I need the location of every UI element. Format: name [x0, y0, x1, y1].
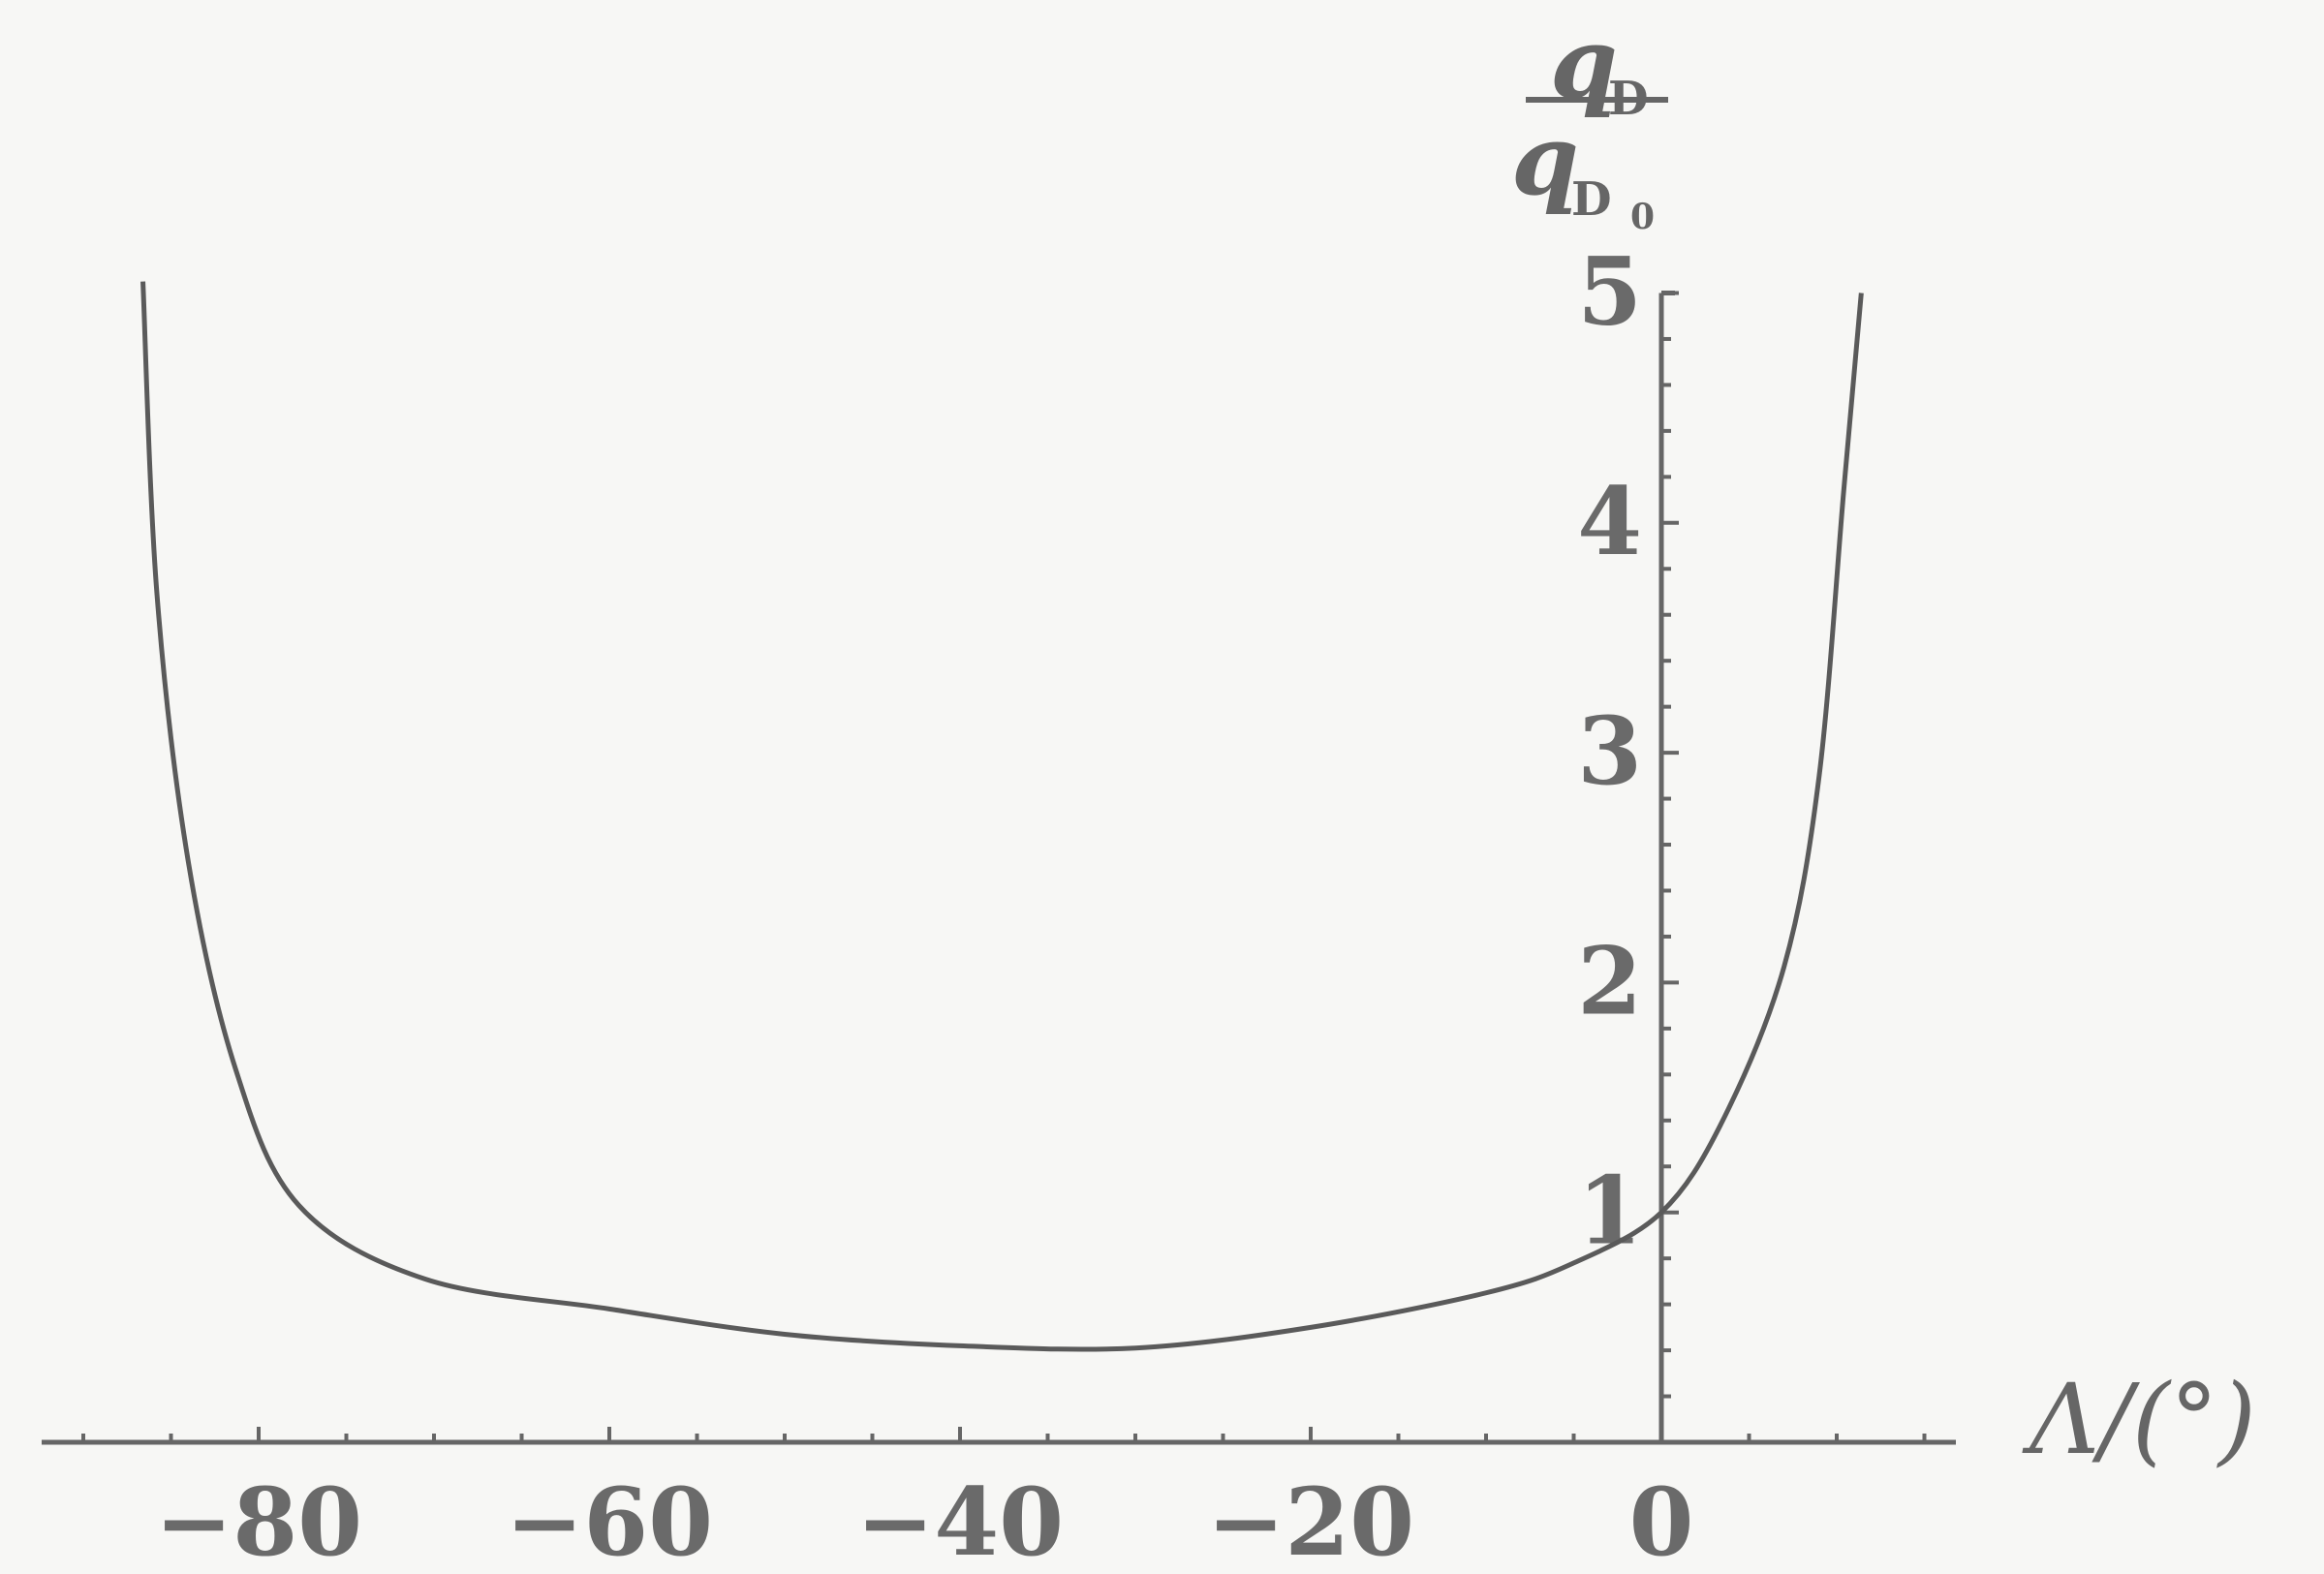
y-axis-label: q D q D 0 [1511, 6, 1668, 237]
y-tick-label: 1 [1577, 1157, 1642, 1266]
axes [42, 291, 1956, 1445]
y-label-denominator-subsub: 0 [1630, 197, 1655, 237]
y-label-denominator-sub: D [1571, 172, 1612, 227]
x-tick-label: −60 [506, 1467, 713, 1574]
x-tick-label: −80 [155, 1467, 362, 1574]
x-tick-label: −20 [1207, 1467, 1414, 1574]
x-tick-label: −40 [856, 1467, 1064, 1574]
y-tick-label: 4 [1577, 467, 1642, 576]
series-line [140, 281, 1864, 1352]
y-tick-label: 2 [1577, 926, 1642, 1035]
y-label-denominator: q [1511, 103, 1579, 217]
x-tick-label: 0 [1629, 1467, 1694, 1574]
x-axis-label: Λ/(°) [2022, 1363, 2256, 1476]
ticks: −80 −60 −40 −20 0 1 2 3 4 5 [81, 237, 1927, 1574]
y-tick-label: 5 [1577, 237, 1642, 347]
y-tick-label: 3 [1577, 696, 1642, 806]
